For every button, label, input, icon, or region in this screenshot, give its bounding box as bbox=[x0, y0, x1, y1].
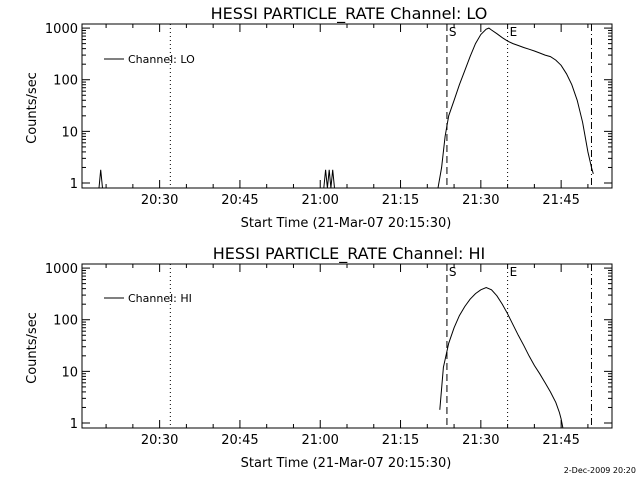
x-tick-label: 20:45 bbox=[221, 433, 258, 448]
x-tick-label: 21:00 bbox=[301, 193, 338, 208]
plot-area-lo bbox=[98, 27, 594, 189]
y-tick-label: 1 bbox=[70, 417, 78, 432]
y-tick-label: 10 bbox=[61, 365, 78, 380]
x-tick-label: 20:30 bbox=[141, 193, 178, 208]
plot-frame-hi bbox=[81, 263, 613, 429]
legend-label-lo: Channel: LO bbox=[128, 53, 195, 66]
y-tick-label: 1 bbox=[70, 177, 78, 192]
series-line-hi bbox=[439, 286, 564, 429]
x-axis-label-lo: Start Time (21-Mar-07 20:15:30) bbox=[241, 216, 452, 231]
x-tick-label: 20:45 bbox=[221, 193, 258, 208]
panel-hi: HESSI PARTICLE_RATE Channel: HI Start Ti… bbox=[25, 244, 613, 471]
legend-lo: Channel: LO bbox=[104, 53, 195, 66]
x-tick-label: 21:45 bbox=[542, 193, 579, 208]
event-marker-label: S bbox=[449, 265, 457, 279]
axes-hi: 20:30 20:45 21:00 21:15 21:30 21:45 1 10 100 1000 bbox=[45, 262, 613, 448]
x-tick-label: 21:30 bbox=[462, 433, 499, 448]
footer-timestamp: 2-Dec-2009 20:20 bbox=[564, 466, 636, 475]
x-axis-label-hi: Start Time (21-Mar-07 20:15:30) bbox=[241, 456, 452, 471]
event-marker-label: E bbox=[510, 265, 518, 279]
y-tick-label: 100 bbox=[53, 314, 78, 329]
chart-title-lo: HESSI PARTICLE_RATE Channel: LO bbox=[211, 4, 488, 24]
event-marker-label: S bbox=[449, 25, 457, 39]
y-axis-label-lo: Counts/sec bbox=[25, 72, 40, 144]
series-line-lo bbox=[98, 27, 594, 189]
axes-lo: 20:30 20:45 21:00 21:15 21:30 21:45 1 10 100 1000 bbox=[45, 22, 613, 208]
x-tick-label: 20:30 bbox=[141, 433, 178, 448]
x-tick-label: 21:15 bbox=[382, 193, 419, 208]
x-tick-label: 21:15 bbox=[382, 433, 419, 448]
x-tick-label: 21:00 bbox=[301, 433, 338, 448]
panel-lo: HESSI PARTICLE_RATE Channel: LO Start Ti… bbox=[25, 4, 613, 231]
y-tick-label: 1000 bbox=[45, 22, 78, 37]
y-tick-label: 100 bbox=[53, 74, 78, 89]
plot-area-hi bbox=[439, 286, 564, 429]
y-tick-label: 1000 bbox=[45, 262, 78, 277]
y-axis-label-hi: Counts/sec bbox=[25, 312, 40, 384]
chart-title-hi: HESSI PARTICLE_RATE Channel: HI bbox=[213, 244, 486, 264]
x-tick-label: 21:45 bbox=[542, 433, 579, 448]
event-marker-label: E bbox=[510, 25, 518, 39]
legend-label-hi: Channel: HI bbox=[128, 292, 192, 305]
legend-hi: Channel: HI bbox=[104, 292, 192, 305]
y-tick-label: 10 bbox=[61, 125, 78, 140]
plot-frame-lo bbox=[81, 23, 613, 189]
x-tick-label: 21:30 bbox=[462, 193, 499, 208]
